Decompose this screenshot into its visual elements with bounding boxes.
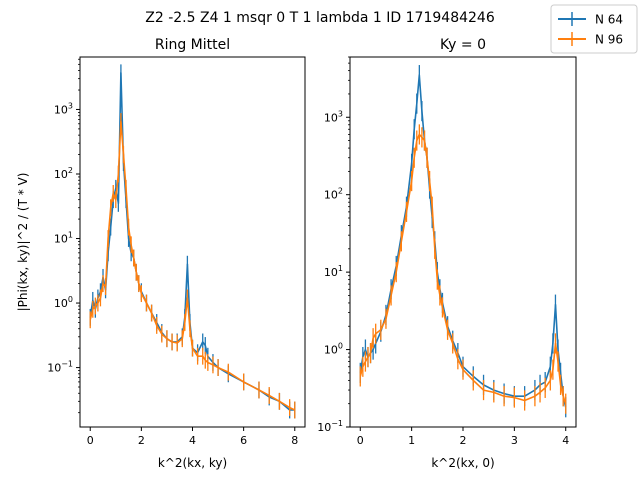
x-tick-label: 2 — [138, 434, 145, 447]
x-tick-label: 4 — [562, 434, 569, 447]
figure-suptitle: Z2 -2.5 Z4 1 msqr 0 T 1 lambda 1 ID 1719… — [145, 10, 495, 26]
series-n96 — [89, 113, 296, 419]
subplot-title: Ky = 0 — [440, 37, 486, 53]
series-layer — [89, 64, 296, 419]
legend-box — [550, 4, 638, 54]
y-axis-label: |Phi(kx, ky)|^2 / (T * V) — [16, 173, 30, 312]
legend-entry-n96: N 96 — [558, 32, 623, 47]
series-layer — [359, 65, 567, 418]
x-axis-label: k^2(kx, ky) — [158, 456, 227, 470]
legend-entry-n64: N 64 — [558, 12, 623, 27]
x-axis-label: k^2(kx, 0) — [431, 456, 494, 470]
legend: N 64 N 96 — [550, 4, 638, 54]
x-tick-label: 8 — [291, 434, 298, 447]
x-tick-label: 4 — [189, 434, 196, 447]
series-line — [89, 120, 296, 411]
series-n96 — [359, 124, 567, 414]
x-tick-label: 3 — [511, 434, 518, 447]
subplot-title: Ring Mittel — [155, 37, 230, 53]
x-tick-label: 6 — [240, 434, 247, 447]
legend-label: N 96 — [595, 33, 623, 47]
x-tick-layer: 0 1 2 3 4 — [357, 427, 569, 447]
x-tick-label: 1 — [408, 434, 415, 447]
x-tick-layer: 0 2 4 6 8 — [87, 427, 298, 447]
x-tick-label: 0 — [357, 434, 364, 447]
x-tick-label: 0 — [87, 434, 94, 447]
x-tick-label: 2 — [460, 434, 467, 447]
series-line — [359, 133, 567, 404]
legend-label: N 64 — [595, 13, 623, 27]
